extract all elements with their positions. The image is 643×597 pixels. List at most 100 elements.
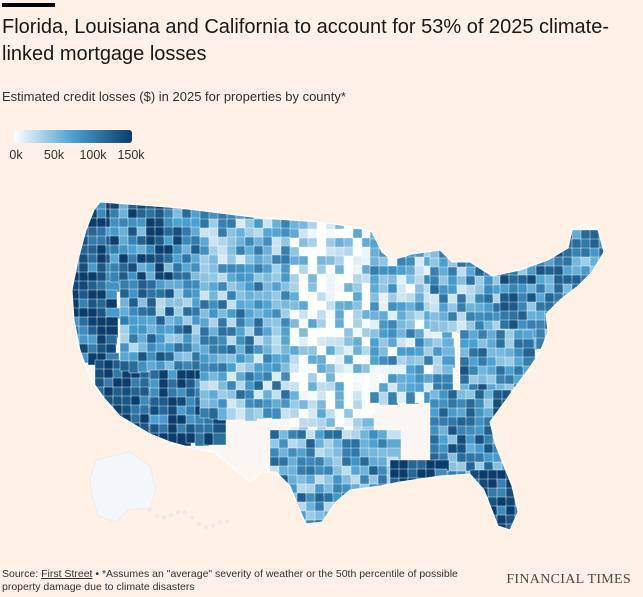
chart-title: Florida, Louisiana and California to acc… — [2, 16, 610, 65]
county-florida — [523, 487, 536, 501]
county-southeast — [519, 461, 531, 473]
chart-subtitle: Estimated credit losses ($) in 2025 for … — [2, 89, 346, 104]
county-great-lakes — [474, 248, 489, 261]
county-northeast — [499, 256, 512, 270]
county-texas-gulf — [359, 492, 373, 504]
county-rockies — [244, 245, 256, 257]
county-texas-gulf — [359, 510, 373, 523]
county-northeast — [562, 319, 576, 333]
county-pacific-coast — [78, 208, 91, 222]
county-texas-gulf — [386, 519, 399, 530]
county-texas-gulf — [341, 528, 354, 530]
county-texas-gulf — [377, 501, 391, 514]
county-texas-gulf — [305, 528, 317, 530]
county-southeast — [501, 452, 516, 464]
county-midwest — [396, 238, 411, 251]
county-midwest — [387, 238, 401, 250]
county-texas-gulf — [278, 492, 293, 507]
county-florida — [514, 523, 527, 530]
county-texas-gulf — [341, 501, 355, 514]
county-northeast — [580, 337, 594, 349]
county-texas-gulf — [269, 501, 282, 513]
county-southeast — [510, 443, 525, 456]
county-southeast — [519, 452, 534, 466]
county-northeast — [598, 229, 604, 241]
county-california-south — [103, 413, 118, 427]
county-southeast — [510, 452, 525, 464]
county-northeast — [517, 247, 531, 259]
county-texas-gulf — [386, 528, 399, 530]
county-northeast — [589, 283, 602, 296]
county-texas-gulf — [332, 528, 346, 530]
county-texas-gulf — [341, 510, 355, 524]
county-texas-gulf — [323, 528, 338, 530]
county-florida — [523, 514, 538, 526]
county-southeast — [510, 470, 524, 483]
county-northeast — [517, 229, 531, 243]
county-florida — [523, 523, 538, 530]
county-appalachia — [459, 338, 471, 350]
county-texas-gulf — [359, 501, 374, 514]
county-southeast — [528, 434, 544, 447]
county-great-lakes — [474, 239, 487, 253]
source-label: Source: — [2, 568, 39, 580]
county-midwest — [405, 238, 420, 251]
county-northeast — [508, 238, 522, 252]
county-texas-gulf — [377, 492, 391, 505]
county-northeast — [571, 310, 585, 324]
county-northeast — [544, 238, 559, 250]
county-florida — [469, 487, 482, 500]
county-northeast — [526, 238, 538, 253]
county-northeast — [526, 229, 542, 244]
county-northeast — [580, 328, 594, 340]
county-florida — [523, 496, 537, 509]
county-florida — [470, 533, 482, 546]
county-texas-gulf — [377, 528, 389, 530]
county-rockies — [226, 281, 238, 293]
county-northeast — [562, 328, 576, 342]
county-northeast — [553, 319, 568, 332]
county-northeast — [589, 310, 604, 324]
county-louisiana — [416, 495, 432, 509]
source-link[interactable]: First Street — [41, 568, 93, 580]
county-florida — [478, 523, 492, 530]
county-texas-gulf — [323, 519, 337, 530]
county-florida — [524, 533, 535, 546]
county-northeast — [608, 338, 620, 349]
county-northeast — [553, 229, 567, 244]
county-great-lakes — [447, 248, 463, 261]
county-northeast — [535, 337, 550, 350]
county-great-lakes — [492, 248, 506, 262]
county-california-south — [103, 422, 119, 434]
county-texas-gulf — [386, 492, 398, 506]
county-texas-gulf — [332, 519, 347, 530]
county-florida — [469, 523, 482, 530]
county-northeast — [508, 229, 522, 242]
county-texas-gulf — [368, 510, 384, 525]
county-great-plains — [334, 237, 346, 249]
county-midwest — [387, 391, 399, 406]
county-northeast — [553, 310, 567, 324]
county-california-south — [94, 413, 108, 425]
county-midwest — [441, 337, 455, 349]
county-pacific-coast — [72, 202, 84, 214]
county-southeast — [510, 389, 525, 403]
county-northeast — [562, 292, 576, 305]
county-southeast — [492, 416, 507, 429]
county-texas-gulf — [386, 510, 400, 522]
county-northeast — [598, 274, 604, 289]
county-louisiana — [407, 495, 421, 509]
county-northeast — [544, 328, 556, 340]
county-northeast — [553, 337, 566, 349]
county-northeast — [499, 238, 512, 251]
county-northeast — [608, 329, 619, 341]
county-southeast — [519, 443, 532, 457]
county-texas-gulf — [278, 528, 290, 530]
county-texas-gulf — [350, 519, 362, 530]
county-northeast — [589, 274, 604, 288]
county-southeast — [528, 461, 541, 475]
county-northeast — [508, 247, 523, 261]
county-midwest — [387, 229, 400, 242]
county-northeast — [598, 283, 604, 298]
county-pacific-coast — [105, 343, 117, 355]
